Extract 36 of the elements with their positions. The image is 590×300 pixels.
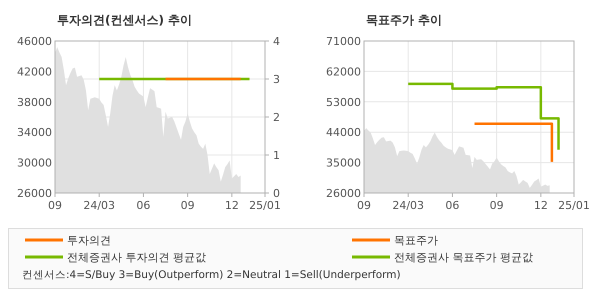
- x-tick-label: 09: [48, 199, 62, 212]
- y-tick-label: 46000: [17, 35, 52, 48]
- x-tick-label: 25/01: [249, 199, 281, 212]
- y2-tick-label: 2: [273, 111, 280, 124]
- legend-label: 전체증권사 투자의견 평균값: [67, 251, 206, 264]
- x-tick-label: 24/03: [83, 199, 116, 212]
- y-tick-label: 34000: [17, 126, 52, 140]
- x-tick-label: 09: [180, 199, 195, 212]
- y2-tick-label: 1: [273, 149, 280, 162]
- text: 컨센서스:4=S/Buy 3=Buy(Outperform) 2=Neutral 1=Sell(Underperform): [22, 269, 401, 281]
- legend-label: 목표주가: [394, 234, 438, 247]
- legend-label: 투자의견: [67, 234, 111, 247]
- y-tick-label: 38000: [17, 96, 52, 109]
- x-tick-label: 09: [490, 199, 504, 212]
- x-tick-label: 12: [534, 199, 548, 212]
- chart-title: 목표주가 추이: [366, 13, 442, 27]
- legend-label: 전체증권사 목표주가 평균값: [394, 251, 533, 264]
- y-tick-label: 44000: [326, 126, 361, 140]
- y-tick-label: 42000: [17, 65, 52, 78]
- y2-tick-label: 0: [273, 187, 280, 200]
- chart-title: 투자의견(컨센서스) 추이: [57, 13, 192, 27]
- y-tick-label: 26000: [326, 187, 361, 200]
- y-tick-label: 71000: [326, 35, 361, 48]
- y-tick-label: 62000: [326, 65, 361, 78]
- y-tick-label: 26000: [17, 187, 52, 200]
- y2-tick-label: 3: [273, 73, 280, 86]
- x-tick-label: 24/03: [392, 199, 424, 212]
- x-tick-label: 09: [357, 199, 371, 212]
- x-tick-label: 06: [445, 199, 460, 212]
- y-tick-label: 53000: [326, 96, 361, 109]
- x-tick-label: 25/01: [558, 199, 590, 212]
- x-tick-label: 06: [136, 199, 150, 212]
- y-tick-label: 30000: [17, 156, 52, 170]
- y-tick-label: 35000: [326, 156, 361, 170]
- x-tick-label: 12: [224, 199, 239, 212]
- y2-tick-label: 4: [273, 35, 280, 48]
